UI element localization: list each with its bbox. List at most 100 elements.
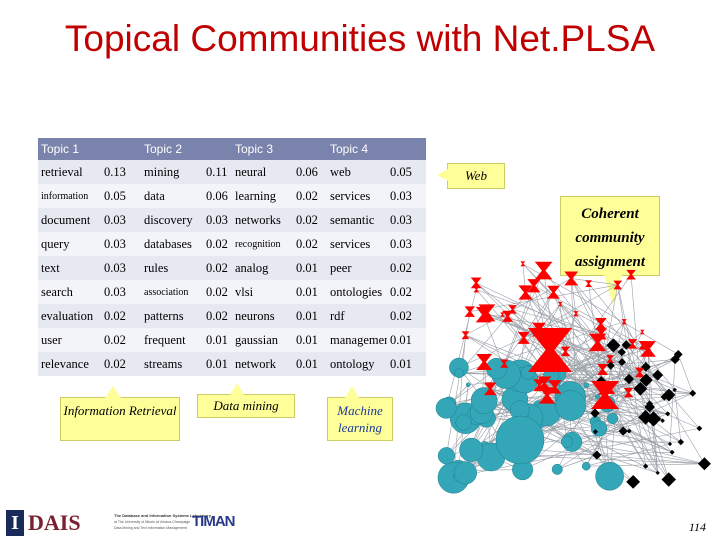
community-node-diamond xyxy=(606,361,615,370)
graph-edge xyxy=(486,312,647,381)
community-node-diamond xyxy=(689,389,697,397)
illinois-i-icon: I xyxy=(6,510,24,536)
community-node-circle xyxy=(560,435,573,448)
graph-edge xyxy=(565,351,610,477)
topic-3-word: neural xyxy=(232,160,293,184)
table-row: evaluation 0.02 patterns 0.02 neurons 0.01 rdf… xyxy=(38,304,426,328)
topic-3-probability: 0.01 xyxy=(293,328,327,352)
community-node-diamond xyxy=(633,381,648,396)
topic-2-word: patterns xyxy=(141,304,203,328)
community-node-bowtie xyxy=(597,364,609,376)
graph-edge xyxy=(669,359,676,445)
community-node-diamond xyxy=(661,472,677,487)
topic-2-word: association xyxy=(141,280,203,304)
community-node-bowtie xyxy=(558,301,563,307)
community-node-bowtie xyxy=(621,319,627,325)
graph-edge xyxy=(586,443,671,467)
graph-edge xyxy=(664,396,705,464)
topic-2-probability: 0.02 xyxy=(203,304,232,328)
topic-4-probability: 0.01 xyxy=(387,328,426,352)
community-node-bowtie xyxy=(564,271,579,286)
topic-1-probability: 0.05 xyxy=(101,184,141,208)
table-row: information 0.05 data 0.06 learning 0.02 servi… xyxy=(38,184,426,208)
topic-1-word: evaluation xyxy=(38,304,101,328)
callout-web: Web xyxy=(447,163,505,189)
community-node-diamond xyxy=(638,409,653,425)
topic-1-word: information xyxy=(38,184,101,208)
community-node-bowtie xyxy=(500,359,509,368)
topic-4-word: peer xyxy=(327,256,387,280)
graph-edge xyxy=(570,278,670,480)
community-node-bowtie xyxy=(595,328,607,340)
graph-edge xyxy=(565,345,614,352)
callout-information-retrieval: Information Retrieval xyxy=(60,397,180,441)
community-node-bowtie xyxy=(627,339,638,349)
topic-4-word: rdf xyxy=(327,304,387,328)
community-node-bowtie xyxy=(500,312,505,317)
header-topic-3: Topic 3 xyxy=(232,138,327,160)
lab-name-line2: at The University of Illinois at Urbana-… xyxy=(114,520,191,524)
community-node-circle xyxy=(459,437,484,462)
topic-4-probability: 0.02 xyxy=(387,280,426,304)
topic-2-probability: 0.02 xyxy=(203,256,232,280)
graph-edge xyxy=(458,313,577,368)
topic-3-word: vlsi xyxy=(232,280,293,304)
topic-2-probability: 0.03 xyxy=(203,208,232,232)
community-node-bowtie xyxy=(640,341,656,357)
topic-1-probability: 0.02 xyxy=(101,304,141,328)
community-node-diamond xyxy=(677,438,685,446)
community-node-bowtie xyxy=(606,355,615,364)
community-node-bowtie xyxy=(640,329,645,335)
community-node-bowtie xyxy=(461,331,470,340)
topic-table: Topic 1 Topic 2 Topic 3 Topic 4 retrieva… xyxy=(38,138,426,376)
header-topic-2: Topic 2 xyxy=(141,138,232,160)
lab-name-line3: Data Mining and Text Information Managem… xyxy=(114,526,187,530)
graph-edge xyxy=(512,309,602,335)
community-node-circle xyxy=(581,461,591,471)
community-node-bowtie xyxy=(547,285,560,299)
graph-edge xyxy=(575,313,602,382)
topic-3-probability: 0.02 xyxy=(293,232,327,256)
callout-coherent-assignment: Coherent community assignment xyxy=(560,196,660,276)
slide-title: Topical Communities with Net.PLSA xyxy=(64,18,656,59)
topic-2-probability: 0.02 xyxy=(203,232,232,256)
community-node-bowtie xyxy=(560,346,571,357)
graph-edge xyxy=(571,278,618,286)
community-node-bowtie xyxy=(533,379,546,392)
page-number: 114 xyxy=(688,520,706,534)
community-node-diamond xyxy=(660,418,665,423)
topic-1-word: query xyxy=(38,232,101,256)
community-node-diamond xyxy=(606,338,621,353)
community-node-diamond xyxy=(626,428,632,434)
community-node-circle xyxy=(495,415,545,465)
topic-3-probability: 0.02 xyxy=(293,208,327,232)
callout-web-text: Web xyxy=(465,168,487,183)
community-node-diamond xyxy=(672,387,677,392)
callout-dm-text: Data mining xyxy=(213,398,279,413)
topic-4-word: services xyxy=(327,232,387,256)
topic-3-probability: 0.02 xyxy=(293,184,327,208)
topic-1-word: text xyxy=(38,256,101,280)
topic-2-word: frequent xyxy=(141,328,203,352)
topic-2-word: streams xyxy=(141,352,203,376)
topic-2-word: rules xyxy=(141,256,203,280)
topic-4-probability: 0.02 xyxy=(387,304,426,328)
dais-logo: I DAIS The Database and Information Syst… xyxy=(6,510,236,540)
topic-1-word: document xyxy=(38,208,101,232)
graph-edge xyxy=(621,351,670,396)
topic-2-probability: 0.02 xyxy=(203,280,232,304)
topic-3-probability: 0.06 xyxy=(293,160,327,184)
community-node-diamond xyxy=(617,348,626,357)
topic-2-word: data xyxy=(141,184,203,208)
community-node-bowtie xyxy=(520,261,526,267)
community-node-diamond xyxy=(697,457,711,471)
community-node-bowtie xyxy=(508,305,517,314)
graph-edge xyxy=(475,282,613,419)
callout-web-pointer xyxy=(437,169,448,181)
community-node-bowtie xyxy=(476,354,493,370)
topic-4-probability: 0.02 xyxy=(387,256,426,280)
topic-1-probability: 0.03 xyxy=(101,208,141,232)
community-node-bowtie xyxy=(634,367,645,378)
community-node-bowtie xyxy=(591,381,619,409)
community-node-diamond xyxy=(667,441,673,447)
